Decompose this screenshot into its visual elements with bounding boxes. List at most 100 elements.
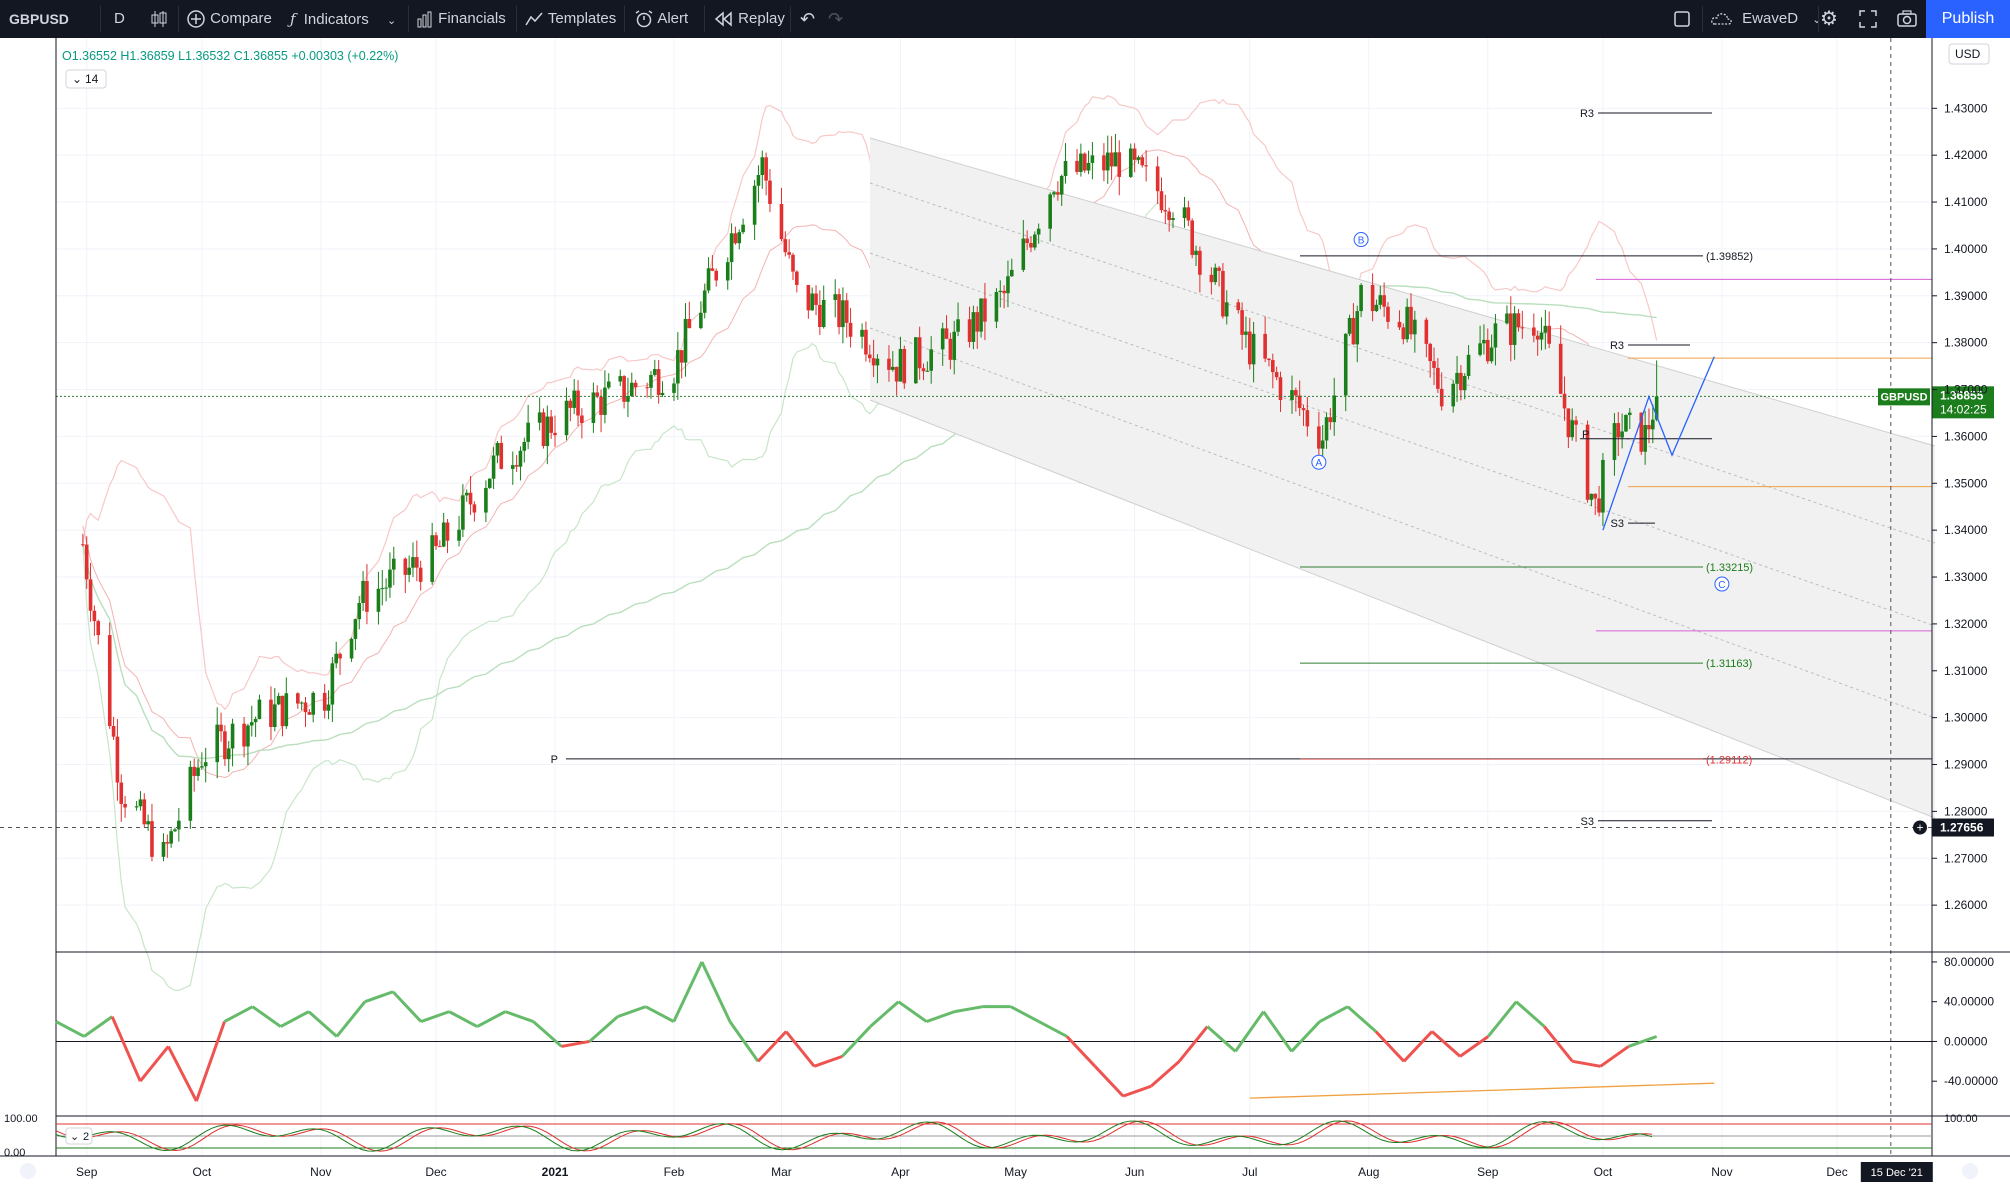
level-label: R3: [1610, 340, 1624, 352]
candle-body: [1075, 160, 1079, 172]
candle-body: [1459, 372, 1463, 391]
separator: [100, 6, 101, 32]
chart-area[interactable]: R3 R3 P S3 S3 P (1.39852) (1.33215) (1.31163) (1.…: [0, 38, 2010, 1190]
interval-button[interactable]: D: [114, 10, 125, 27]
candle-body: [1432, 361, 1436, 368]
candle-body: [1317, 426, 1321, 449]
candle-body: [1113, 152, 1118, 167]
osc-segment: [1572, 1059, 1601, 1068]
candle-body: [376, 588, 381, 612]
cloud-icon: [1711, 13, 1732, 25]
plus-icon: +: [1916, 821, 1923, 835]
candle-body: [741, 224, 745, 233]
candle-body: [1190, 220, 1194, 255]
osc-segment: [728, 1020, 760, 1063]
candle-body: [1409, 306, 1413, 335]
time-tick-label: 2021: [542, 1165, 569, 1179]
collapse-chevron-icon: ⌄: [70, 1131, 79, 1143]
candle-body: [760, 157, 765, 176]
candle-body: [929, 349, 933, 371]
candle-body: [768, 180, 772, 205]
candle-body: [1267, 358, 1271, 361]
candle-body: [1493, 323, 1498, 348]
wave-label-text: C: [1718, 580, 1725, 591]
candle-body: [203, 762, 208, 767]
replay-button[interactable]: Replay: [714, 0, 785, 38]
settings-button[interactable]: ⚙: [1820, 0, 1838, 38]
fullscreen-button[interactable]: [1858, 0, 1878, 38]
candle-body: [518, 450, 523, 467]
osc-segment: [645, 1005, 675, 1023]
templates-button[interactable]: Templates: [524, 0, 616, 38]
symbol-search[interactable]: GBPUSD: [9, 11, 69, 27]
compare-label: Compare: [210, 10, 272, 27]
candle-body: [1455, 372, 1459, 384]
stoch-period-value: 2: [83, 1131, 89, 1143]
rewind-icon: [714, 11, 732, 27]
candle-body: [349, 638, 354, 659]
candle-body: [365, 580, 369, 612]
layout-menu-button[interactable]: EwaveD ⌄: [1710, 0, 1821, 38]
candle-body: [192, 766, 196, 776]
candle-body: [1558, 343, 1563, 394]
wave-label-text: A: [1316, 458, 1323, 469]
candle-body: [810, 293, 814, 311]
candle-body: [276, 695, 281, 705]
chart-style-button[interactable]: [150, 0, 168, 38]
osc-segment: [672, 961, 704, 1023]
undo-button[interactable]: ↶: [800, 9, 816, 29]
price-tick-label: 1.32000: [1944, 617, 1988, 631]
candle-body: [1140, 157, 1145, 166]
level-label: R3: [1580, 108, 1594, 120]
price-tick-label: 1.41000: [1944, 195, 1988, 209]
candle-body: [983, 298, 987, 322]
osc-segment: [476, 1010, 507, 1028]
osc-segment: [307, 1010, 338, 1038]
fullscreen-layout-button[interactable]: [1672, 0, 1692, 38]
osc-segment: [813, 1054, 843, 1068]
currency-button[interactable]: [1948, 43, 1990, 65]
candle-body: [1570, 420, 1575, 438]
candle-body: [284, 693, 289, 727]
time-tick-label: Oct: [193, 1165, 212, 1179]
candle-body: [96, 621, 101, 636]
candle-body: [1213, 267, 1218, 283]
candle-body: [783, 239, 788, 253]
wave-label-text: B: [1358, 236, 1365, 247]
candle-body: [253, 718, 258, 723]
candle-body: [595, 392, 600, 397]
snapshot-button[interactable]: [1896, 0, 1918, 38]
crosshair-date-text: 15 Dec '21: [1871, 1167, 1923, 1179]
candle-body: [1117, 152, 1122, 177]
indicators-button[interactable]: ƒ Indicators ⌄: [290, 0, 396, 38]
price-tick-label: 1.30000: [1944, 711, 1988, 725]
candle-body: [88, 579, 93, 611]
candle-body: [795, 271, 799, 285]
candle-body: [979, 298, 983, 332]
alert-button[interactable]: Alert: [634, 0, 688, 38]
period-value: 14: [85, 72, 99, 86]
candle-body: [391, 558, 396, 570]
separator: [1818, 6, 1819, 32]
separator: [790, 6, 791, 32]
candle-body: [1194, 250, 1198, 255]
candle-body: [971, 312, 976, 342]
candle-body: [687, 318, 692, 329]
redo-button[interactable]: ↷: [828, 9, 844, 29]
osc-segment: [954, 1005, 983, 1014]
candle-body: [357, 603, 362, 620]
compare-button[interactable]: Compare: [186, 0, 272, 38]
period-badge[interactable]: [65, 69, 107, 89]
upper-band: [82, 95, 1658, 711]
price-tick-label: 1.26000: [1944, 898, 1988, 912]
time-tick-label: Nov: [310, 1165, 331, 1179]
osc-segment: [532, 1020, 563, 1048]
ohlc-legend: O1.36552 H1.36859 L1.36532 C1.36855 +0.0…: [62, 49, 398, 63]
stoch-line: [55, 1120, 1653, 1152]
candle-body: [1374, 304, 1379, 312]
candle-body: [1351, 317, 1356, 345]
financials-button[interactable]: Financials: [416, 0, 506, 38]
publish-button[interactable]: Publish: [1926, 0, 2010, 38]
time-tick-label: Dec: [1826, 1165, 1847, 1179]
candle-body: [115, 736, 120, 783]
